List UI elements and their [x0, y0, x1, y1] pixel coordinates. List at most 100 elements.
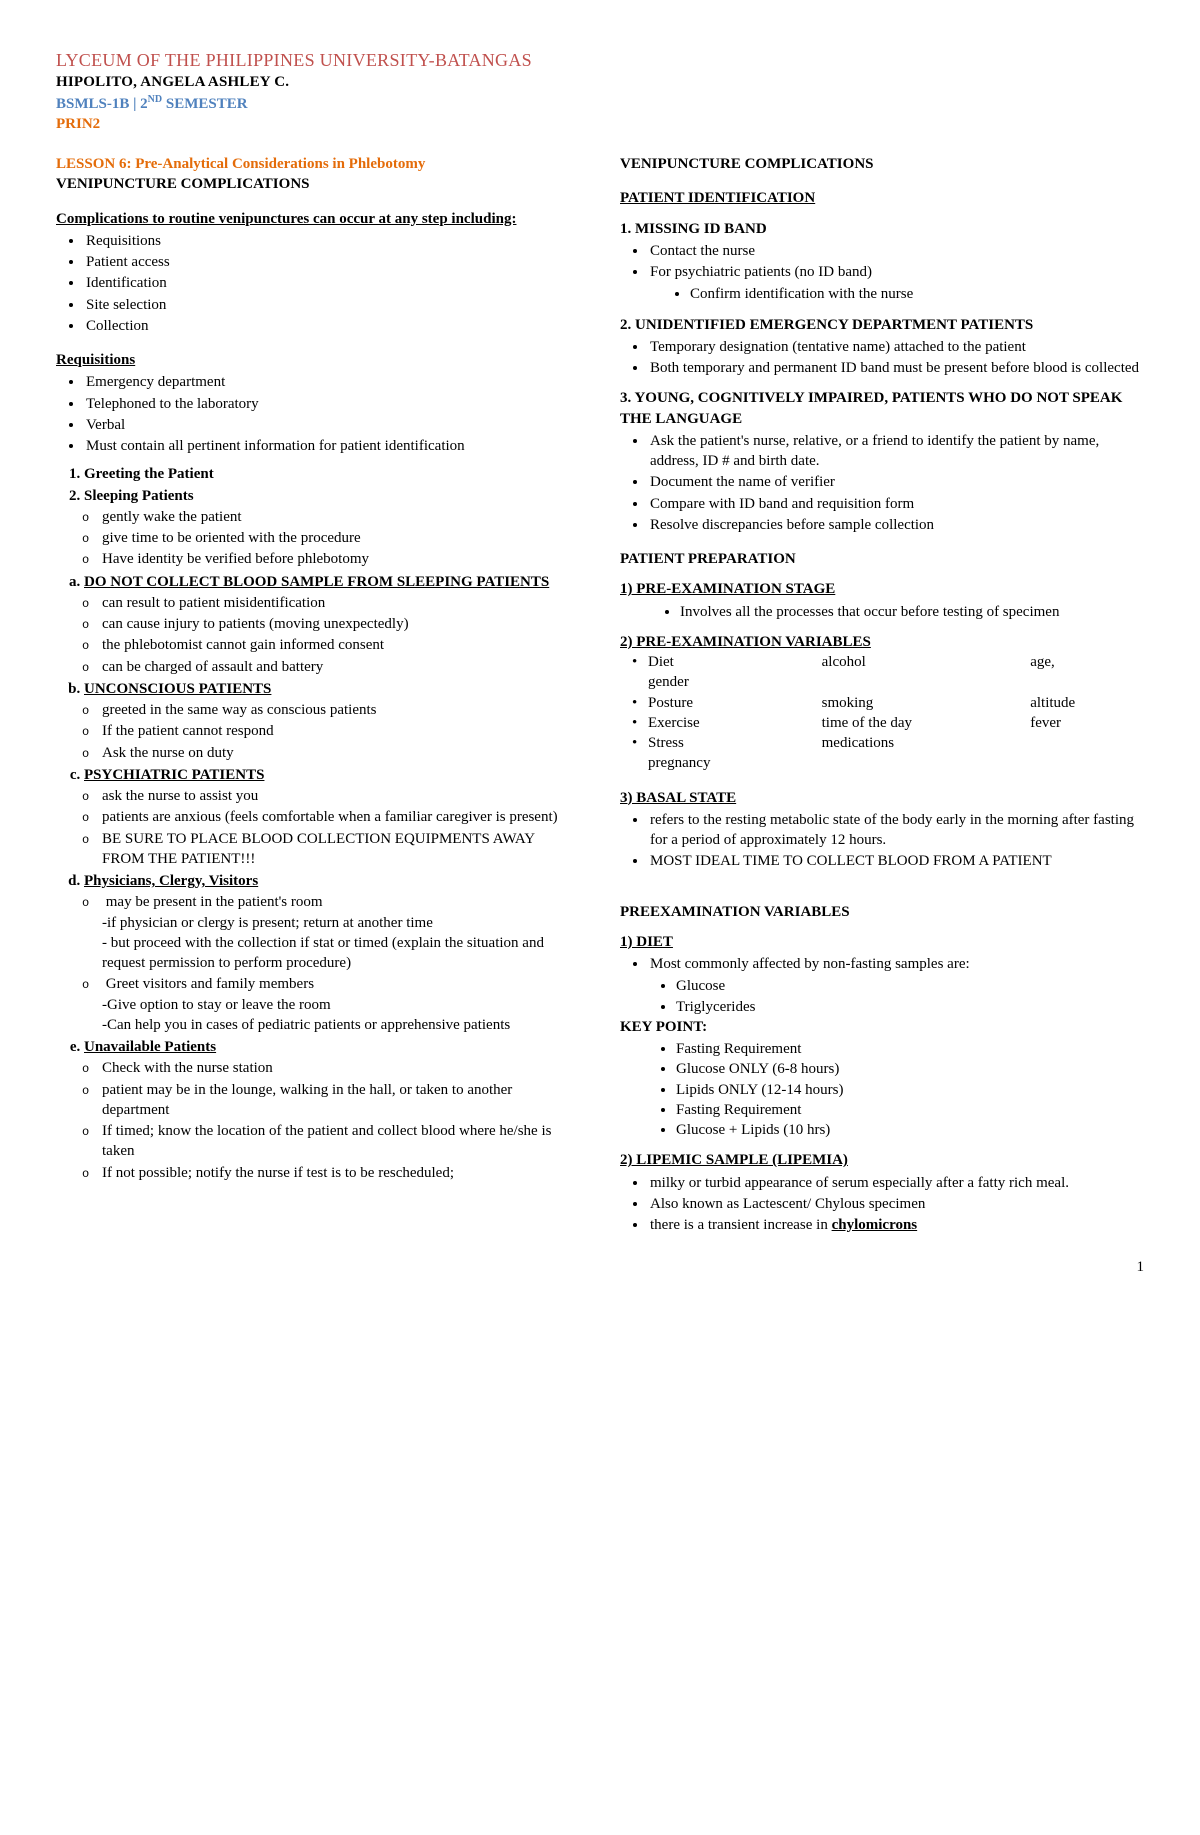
- var-cell: age,: [1030, 652, 1144, 672]
- var-cell: fever: [1030, 713, 1144, 733]
- young-impaired-list: Ask the patient's nurse, relative, or a …: [620, 431, 1144, 535]
- list-item: Telephoned to the laboratory: [84, 394, 580, 414]
- var-cell: medications: [822, 733, 1031, 753]
- list-item: give time to be oriented with the proced…: [102, 528, 580, 548]
- d2a-text: -Give option to stay or leave the room: [102, 995, 580, 1015]
- lipemic-list: milky or turbid appearance of serum espe…: [620, 1173, 1144, 1236]
- var-cell: [1030, 753, 1144, 773]
- var-cell: [822, 753, 1031, 773]
- list-item: Glucose ONLY (6-8 hours): [676, 1059, 1144, 1079]
- patient-prep-heading: PATIENT PREPARATION: [620, 549, 1144, 569]
- list-item: Ask the nurse on duty: [102, 743, 580, 763]
- alpha-c-title: PSYCHIATRIC PATIENTS: [84, 767, 264, 783]
- var-cell: altitude: [1030, 693, 1144, 713]
- list-item: Glucose: [676, 976, 1144, 996]
- d2b-text: -Can help you in cases of pediatric pati…: [102, 1015, 580, 1035]
- list-item: BE SURE TO PLACE BLOOD COLLECTION EQUIPM…: [102, 829, 580, 870]
- list-item: can cause injury to patients (moving une…: [102, 614, 580, 634]
- var-cell: Diet: [632, 652, 822, 672]
- list-item: Greeting the Patient: [84, 464, 580, 484]
- list-item: patient may be in the lounge, walking in…: [102, 1080, 580, 1121]
- preexam-stage-heading: 1) PRE-EXAMINATION STAGE: [620, 579, 1144, 599]
- list-item: Glucose + Lipids (10 hrs): [676, 1120, 1144, 1140]
- var-cell: Posture: [632, 693, 822, 713]
- list-item: the phlebotomist cannot gain informed co…: [102, 635, 580, 655]
- lipemic-heading: 2) LIPEMIC SAMPLE (LIPEMIA): [620, 1150, 1144, 1170]
- diet-sublist: Glucose Triglycerides: [620, 976, 1144, 1017]
- list-item: Have identity be verified before phlebot…: [102, 549, 580, 569]
- sleeping-sublist: gently wake the patient give time to be …: [56, 507, 580, 570]
- alpha-d-title: Physicians, Clergy, Visitors: [84, 873, 258, 889]
- keypoint-list: Fasting Requirement Glucose ONLY (6-8 ho…: [620, 1039, 1144, 1140]
- list-item: greeted in the same way as conscious pat…: [102, 700, 580, 720]
- alpha-list: DO NOT COLLECT BLOOD SAMPLE FROM SLEEPIN…: [56, 572, 580, 1183]
- left-column: LESSON 6: Pre-Analytical Considerations …: [56, 146, 580, 1235]
- list-item: Ask the patient's nurse, relative, or a …: [648, 431, 1144, 472]
- list-item: If the patient cannot respond: [102, 721, 580, 741]
- alpha-a-title: DO NOT COLLECT BLOOD SAMPLE FROM SLEEPIN…: [84, 574, 549, 590]
- list-item: Most commonly affected by non-fasting sa…: [648, 954, 1144, 974]
- list-item: ask the nurse to assist you: [102, 786, 580, 806]
- requisitions-heading: Requisitions: [56, 350, 580, 370]
- d1a-text: -if physician or clergy is present; retu…: [102, 913, 580, 933]
- missing-id-sublist: Confirm identification with the nurse: [620, 284, 1144, 304]
- list-item: Identification: [84, 273, 580, 293]
- chylo-b: chylomicrons: [832, 1217, 918, 1233]
- requisitions-list: Emergency department Telephoned to the l…: [56, 372, 580, 456]
- semester-part-b: SEMESTER: [162, 96, 247, 112]
- list-item: Sleeping Patients: [84, 486, 580, 506]
- list-item: can be charged of assault and battery: [102, 657, 580, 677]
- preexam-vars-heading-2: PREEXAMINATION VARIABLES: [620, 902, 1144, 922]
- diet-heading: 1) DIET: [620, 932, 1144, 952]
- lesson-title: LESSON 6: Pre-Analytical Considerations …: [56, 154, 580, 174]
- university-name: LYCEUM OF THE PHILIPPINES UNIVERSITY-BAT…: [56, 48, 1144, 72]
- list-item: Fasting Requirement: [676, 1039, 1144, 1059]
- numbered-list: Greeting the Patient Sleeping Patients: [56, 464, 580, 506]
- alpha-e-sublist: Check with the nurse station patient may…: [84, 1058, 580, 1183]
- list-item: refers to the resting metabolic state of…: [648, 810, 1144, 851]
- list-item: Verbal: [84, 415, 580, 435]
- missing-id-list: Contact the nurse For psychiatric patien…: [620, 241, 1144, 283]
- list-item: Patient access: [84, 252, 580, 272]
- alpha-item-b: UNCONSCIOUS PATIENTS greeted in the same…: [84, 679, 580, 763]
- list-item: Check with the nurse station: [102, 1058, 580, 1078]
- list-item: Lipids ONLY (12-14 hours): [676, 1080, 1144, 1100]
- left-heading: VENIPUNCTURE COMPLICATIONS: [56, 174, 580, 194]
- list-item: Requisitions: [84, 231, 580, 251]
- course-code: PRIN2: [56, 114, 1144, 134]
- patient-id-heading: PATIENT IDENTIFICATION: [620, 188, 1144, 208]
- list-item: Must contain all pertinent information f…: [84, 436, 580, 456]
- var-cell: [822, 672, 1031, 692]
- list-item: Triglycerides: [676, 997, 1144, 1017]
- list-item: Document the name of verifier: [648, 472, 1144, 492]
- alpha-b-title: UNCONSCIOUS PATIENTS: [84, 681, 271, 697]
- var-cell: smoking: [822, 693, 1031, 713]
- var-cell: [1030, 672, 1144, 692]
- alpha-e-title: Unavailable Patients: [84, 1039, 216, 1055]
- alpha-b-sublist: greeted in the same way as conscious pat…: [84, 700, 580, 763]
- document-header: LYCEUM OF THE PHILIPPINES UNIVERSITY-BAT…: [56, 48, 1144, 134]
- alpha-item-a: DO NOT COLLECT BLOOD SAMPLE FROM SLEEPIN…: [84, 572, 580, 677]
- list-item: Both temporary and permanent ID band mus…: [648, 358, 1144, 378]
- list-item: Involves all the processes that occur be…: [680, 602, 1144, 622]
- var-cell: Stress: [632, 733, 822, 753]
- keypoint-heading: KEY POINT:: [620, 1017, 1144, 1037]
- list-item: If not possible; notify the nurse if tes…: [102, 1163, 580, 1183]
- complications-intro: Complications to routine venipunctures c…: [56, 209, 580, 229]
- basal-state-heading: 3) BASAL STATE: [620, 788, 1144, 808]
- vars-grid: Diet alcohol age, gender Posture smoking…: [632, 652, 1144, 774]
- list-item: Collection: [84, 316, 580, 336]
- list-item: can result to patient misidentification: [102, 593, 580, 613]
- diet-list: Most commonly affected by non-fasting sa…: [620, 954, 1144, 974]
- var-cell: alcohol: [822, 652, 1031, 672]
- list-item: gently wake the patient: [102, 507, 580, 527]
- list-item: Resolve discrepancies before sample coll…: [648, 515, 1144, 535]
- d1b-text: - but proceed with the collection if sta…: [102, 933, 580, 974]
- unidentified-heading: 2. UNIDENTIFIED EMERGENCY DEPARTMENT PAT…: [620, 315, 1144, 335]
- alpha-a-sublist: can result to patient misidentification …: [84, 593, 580, 677]
- page-number: 1: [56, 1257, 1144, 1277]
- author-name: HIPOLITO, ANGELA ASHLEY C.: [56, 72, 1144, 92]
- list-item: may be present in the patient's room -if…: [102, 892, 580, 973]
- list-item: Emergency department: [84, 372, 580, 392]
- list-item: Contact the nurse: [648, 241, 1144, 261]
